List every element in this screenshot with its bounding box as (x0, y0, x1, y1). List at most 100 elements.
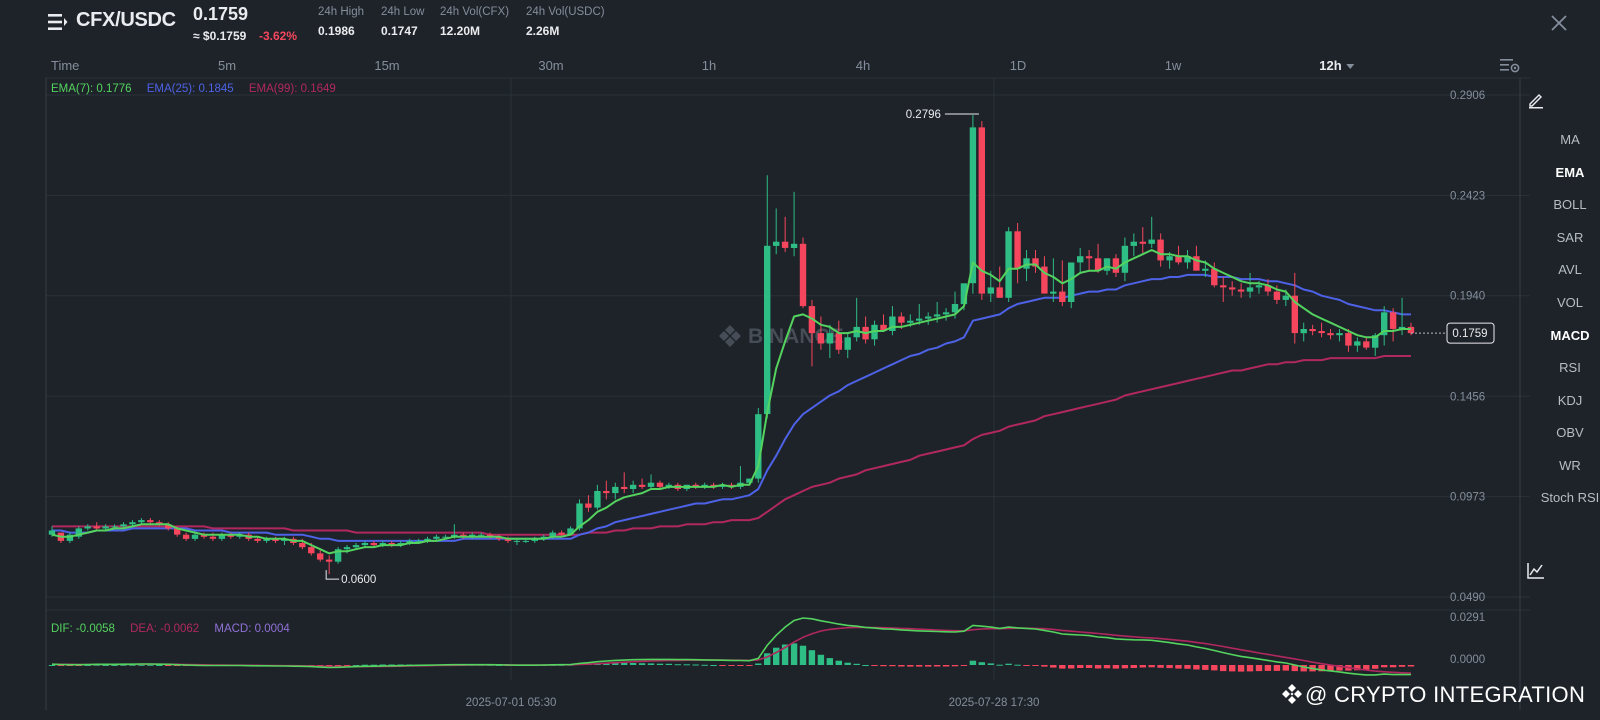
indicator-ema[interactable]: EMA (1555, 165, 1585, 180)
tab-5m[interactable]: 5m (217, 58, 237, 73)
candle-body (236, 534, 243, 537)
candle-body (755, 414, 762, 479)
indicator-obv[interactable]: OBV (1556, 425, 1584, 440)
macd-bar (138, 664, 145, 666)
candle (978, 121, 985, 300)
candle (57, 532, 65, 543)
candle (871, 320, 878, 346)
candle (942, 308, 950, 321)
candle-body (93, 526, 100, 529)
binance-watermark: BINANCE (719, 325, 844, 348)
candle-body (191, 534, 199, 539)
macd-bar (1094, 665, 1102, 669)
candle (1264, 279, 1272, 296)
candle (1309, 324, 1316, 336)
tab-1d[interactable]: 1D (1009, 58, 1027, 73)
indicator-sar[interactable]: SAR (1556, 230, 1584, 245)
candle (1032, 250, 1039, 273)
candle (773, 208, 780, 255)
candle-body (826, 333, 833, 344)
candle-body (1166, 256, 1173, 261)
y-tick-label: 0.1456 (1450, 391, 1485, 403)
candle (272, 536, 279, 543)
macd-bar (48, 665, 56, 666)
candle-body (442, 536, 449, 538)
pencil-icon[interactable] (1527, 91, 1545, 109)
indicator-stoch-rsi[interactable]: Stoch RSI (1540, 490, 1600, 505)
menu-icon[interactable] (48, 13, 68, 31)
tab-30m[interactable]: 30m (538, 58, 564, 73)
candle-body (531, 538, 538, 541)
y-tick-label: 0.2906 (1450, 90, 1485, 102)
candle-body (317, 553, 324, 560)
macd-bar (1363, 665, 1370, 670)
ema25-path (52, 273, 1411, 542)
candle-body (1121, 245, 1129, 273)
indicator-kdj[interactable]: KDJ (1557, 393, 1583, 408)
candle (925, 312, 932, 325)
candle (567, 526, 574, 535)
y-tick-label: 0.0973 (1450, 492, 1485, 504)
tab-time[interactable]: Time (51, 58, 80, 73)
macd-bar (1407, 665, 1415, 667)
candle (227, 532, 234, 539)
candle-body (844, 337, 851, 350)
macd-bar (1085, 665, 1093, 668)
candle-body (495, 536, 503, 539)
macd-bar (129, 664, 136, 666)
tab-12h[interactable]: 12h (1319, 58, 1355, 73)
macd-bar (120, 664, 127, 666)
indicator-wr[interactable]: WR (1559, 458, 1581, 473)
candle-body (308, 547, 315, 554)
candle (531, 536, 538, 543)
current-price-label: 0.1759 (1452, 328, 1487, 340)
ema99-path (52, 355, 1411, 536)
ema25-line (52, 273, 1411, 542)
candle (1139, 227, 1146, 255)
candle-body (1112, 258, 1120, 273)
tab-15m[interactable]: 15m (374, 58, 400, 73)
candle-body (254, 538, 261, 541)
candle-body (1381, 312, 1388, 336)
candle-body (880, 324, 887, 331)
candle-body (200, 534, 208, 537)
close-icon[interactable] (1548, 12, 1570, 34)
indicator-macd[interactable]: MACD (1550, 328, 1590, 343)
indicator-avl[interactable]: AVL (1558, 262, 1582, 277)
macd-bar (1398, 665, 1406, 667)
candle (334, 547, 342, 564)
candle-body (853, 326, 860, 338)
candle-body (334, 549, 342, 562)
binance-logo-icon (1282, 684, 1302, 704)
candle-body (1148, 239, 1155, 244)
candle-body (1300, 329, 1307, 334)
indicator-boll[interactable]: BOLL (1553, 197, 1587, 212)
candle-body (111, 526, 118, 528)
candle (1157, 233, 1164, 267)
macd-pane (48, 617, 1415, 676)
macd-bar (1354, 665, 1361, 671)
candle-body (781, 241, 789, 248)
candle-body (1273, 291, 1281, 300)
binance-logo-icon (719, 325, 741, 347)
indicator-rsi[interactable]: RSI (1559, 360, 1581, 375)
candle (66, 532, 74, 543)
stat-value: 0.1747 (381, 24, 418, 38)
candle-body (209, 536, 217, 539)
tab-1w[interactable]: 1w (1164, 58, 1182, 73)
indicator-vol[interactable]: VOL (1556, 295, 1583, 310)
chart-icon[interactable] (1526, 562, 1546, 580)
candle-body (835, 333, 842, 350)
macd-bar (1372, 665, 1379, 669)
macd-bar (1032, 665, 1039, 666)
candle-body (84, 526, 91, 529)
macd-bar (370, 664, 377, 666)
pair-title[interactable]: CFX/USDC (76, 9, 176, 31)
macd-bar (871, 665, 878, 666)
tab-1h[interactable]: 1h (701, 58, 717, 73)
candle-body (692, 484, 699, 487)
settings-icon[interactable] (1500, 57, 1520, 73)
indicator-ma[interactable]: MA (1560, 132, 1580, 147)
tab-4h[interactable]: 4h (855, 58, 871, 73)
